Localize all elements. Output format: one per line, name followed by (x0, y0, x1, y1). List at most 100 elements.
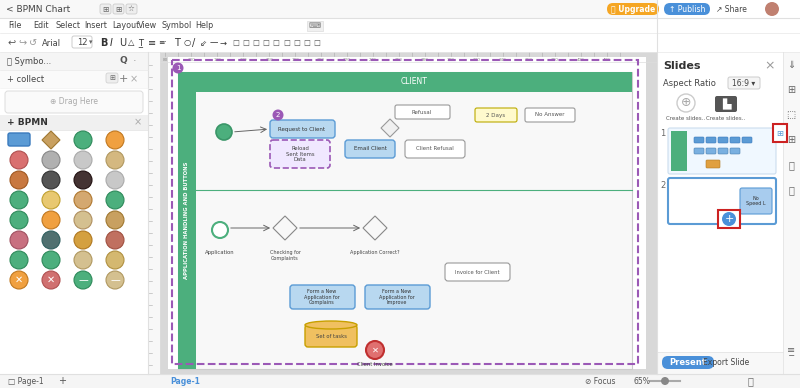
Text: 420: 420 (603, 58, 611, 62)
FancyBboxPatch shape (662, 356, 714, 369)
Text: Create slides..: Create slides.. (666, 116, 706, 121)
Text: /: / (192, 38, 195, 48)
Circle shape (10, 171, 28, 189)
Bar (0, 52, 148, 374)
FancyBboxPatch shape (740, 188, 772, 214)
FancyBboxPatch shape (607, 3, 659, 15)
Text: Help: Help (195, 21, 214, 30)
Text: ☐: ☐ (262, 38, 269, 47)
FancyBboxPatch shape (5, 91, 143, 113)
Text: Present: Present (670, 358, 706, 367)
Circle shape (212, 222, 228, 238)
Text: File: File (8, 21, 22, 30)
FancyBboxPatch shape (100, 4, 111, 14)
Text: ⊞: ⊞ (787, 85, 795, 95)
FancyBboxPatch shape (270, 120, 335, 138)
FancyBboxPatch shape (718, 148, 728, 154)
Text: ⌨: ⌨ (309, 21, 321, 31)
Text: +: + (724, 214, 734, 224)
FancyBboxPatch shape (668, 178, 776, 224)
Text: ⊘ Focus: ⊘ Focus (585, 376, 615, 386)
FancyBboxPatch shape (106, 73, 118, 83)
Circle shape (42, 151, 60, 169)
Text: Email Client: Email Client (354, 147, 386, 151)
Text: 140: 140 (239, 58, 247, 62)
Bar (178, 72, 632, 369)
Text: Form a New
Application for
Improve: Form a New Application for Improve (379, 289, 415, 305)
Text: + collect: + collect (7, 74, 44, 83)
Text: →: → (220, 38, 227, 47)
FancyBboxPatch shape (405, 140, 465, 158)
Circle shape (42, 271, 60, 289)
Text: ⇓: ⇓ (787, 60, 795, 70)
Circle shape (42, 211, 60, 229)
Text: 65%: 65% (633, 376, 650, 386)
Bar (160, 52, 657, 62)
Text: ≡·: ≡· (158, 38, 166, 47)
Text: ☐: ☐ (272, 38, 279, 47)
Text: ↗ Share: ↗ Share (716, 5, 747, 14)
Circle shape (10, 211, 28, 229)
Circle shape (765, 2, 779, 16)
Text: 240: 240 (369, 58, 377, 62)
Polygon shape (273, 216, 297, 240)
Text: I: I (110, 38, 113, 48)
Text: ·: · (133, 56, 137, 66)
Text: ☐: ☐ (242, 38, 249, 47)
Text: ⊞: ⊞ (109, 75, 115, 81)
Text: Application Correct?: Application Correct? (350, 250, 400, 255)
FancyBboxPatch shape (72, 36, 92, 48)
Text: ○: ○ (183, 38, 190, 47)
Text: 320: 320 (473, 58, 481, 62)
Circle shape (106, 131, 124, 149)
Text: 1: 1 (176, 65, 180, 71)
FancyBboxPatch shape (8, 133, 30, 146)
Circle shape (106, 171, 124, 189)
Circle shape (106, 191, 124, 209)
Text: Client Invoice: Client Invoice (357, 362, 393, 367)
Circle shape (74, 151, 92, 169)
FancyBboxPatch shape (706, 137, 716, 143)
Text: Refusal: Refusal (412, 109, 432, 114)
Circle shape (10, 151, 28, 169)
Text: View: View (138, 21, 157, 30)
Text: ↩: ↩ (7, 38, 15, 48)
Circle shape (74, 211, 92, 229)
FancyBboxPatch shape (113, 4, 124, 14)
Text: 16:9 ▾: 16:9 ▾ (732, 78, 756, 88)
Text: Symbol: Symbol (162, 21, 192, 30)
FancyBboxPatch shape (694, 148, 704, 154)
Text: ×: × (134, 118, 142, 128)
Text: ☐: ☐ (303, 38, 310, 47)
Text: No Answer: No Answer (535, 113, 565, 118)
Circle shape (74, 131, 92, 149)
Bar (0, 0, 800, 18)
Text: ☐: ☐ (252, 38, 259, 47)
Text: ⬜: ⬜ (788, 185, 794, 195)
Text: 🔒 Symbo...: 🔒 Symbo... (7, 57, 51, 66)
Text: T̲: T̲ (138, 38, 143, 47)
Text: Edit: Edit (33, 21, 49, 30)
Circle shape (74, 271, 92, 289)
Polygon shape (381, 119, 399, 137)
Text: Form a New
Application for
Complains: Form a New Application for Complains (304, 289, 340, 305)
Text: 220: 220 (343, 58, 351, 62)
Bar (0, 115, 148, 130)
Circle shape (74, 231, 92, 249)
Text: Page-1: Page-1 (170, 376, 200, 386)
Circle shape (42, 171, 60, 189)
Circle shape (661, 377, 669, 385)
Text: 100: 100 (187, 58, 195, 62)
Text: ⊞: ⊞ (115, 5, 121, 14)
Circle shape (677, 94, 695, 112)
FancyBboxPatch shape (270, 140, 330, 168)
Text: Select: Select (55, 21, 80, 30)
Text: CLIENT: CLIENT (401, 78, 427, 87)
Circle shape (10, 251, 28, 269)
Circle shape (173, 62, 183, 73)
Circle shape (273, 109, 283, 121)
Circle shape (722, 212, 736, 226)
Text: 360: 360 (525, 58, 533, 62)
FancyBboxPatch shape (290, 285, 355, 309)
Text: Checking for
Complaints: Checking for Complaints (270, 250, 301, 261)
